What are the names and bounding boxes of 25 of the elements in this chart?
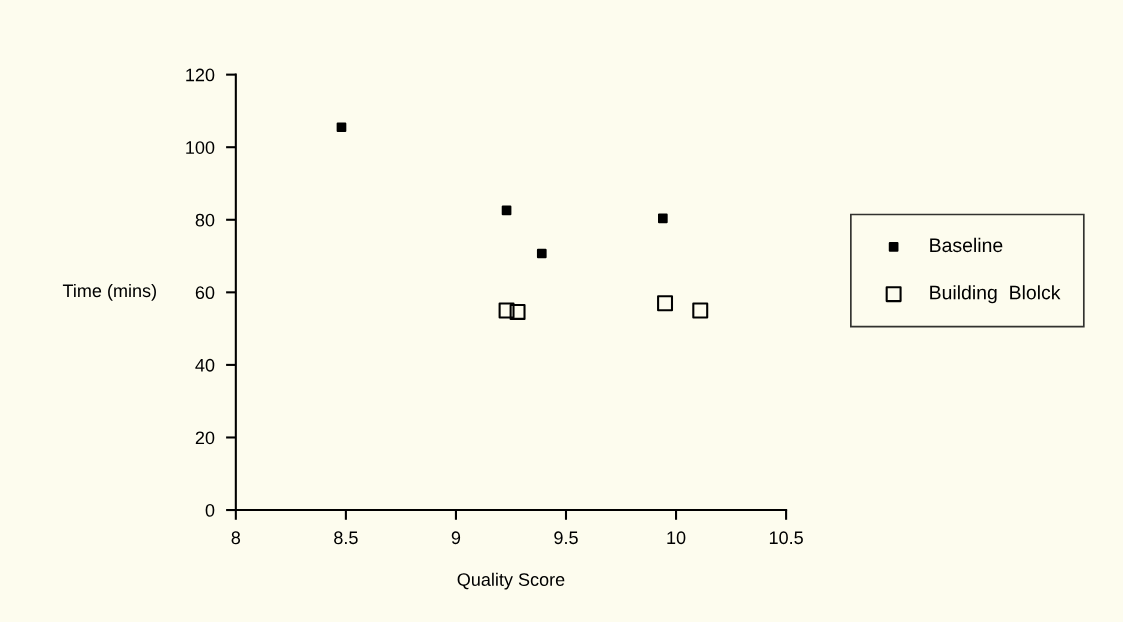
y-tick-label: 100 xyxy=(186,141,215,154)
y-tick-label: 120 xyxy=(186,68,215,82)
legend-label: Building Blolck xyxy=(930,285,1061,304)
y-tick-label: 60 xyxy=(195,286,215,300)
x-tick-label: 8.5 xyxy=(334,531,358,545)
point xyxy=(536,248,547,259)
point xyxy=(498,302,515,319)
y-tick-label: 80 xyxy=(195,213,215,227)
x-tick-label: 9 xyxy=(451,531,461,545)
x-tick-label: 10 xyxy=(667,531,686,545)
point xyxy=(692,302,709,319)
legend-label: Baseline xyxy=(930,237,1003,253)
y-tick-label: 0 xyxy=(205,503,215,517)
point xyxy=(657,295,674,312)
x-tick-label: 8 xyxy=(231,531,241,545)
x-tick-label: 9.5 xyxy=(554,531,578,545)
y-tick-label: 40 xyxy=(195,358,215,372)
x-tick-label: 10.5 xyxy=(769,531,803,545)
point xyxy=(658,213,668,224)
y-axis-title: Time (mins) xyxy=(62,283,156,301)
y-tick-label: 20 xyxy=(195,431,215,445)
point xyxy=(336,122,347,133)
point xyxy=(509,303,526,320)
point xyxy=(501,205,512,216)
x-axis-title: Quality Score xyxy=(457,572,565,590)
